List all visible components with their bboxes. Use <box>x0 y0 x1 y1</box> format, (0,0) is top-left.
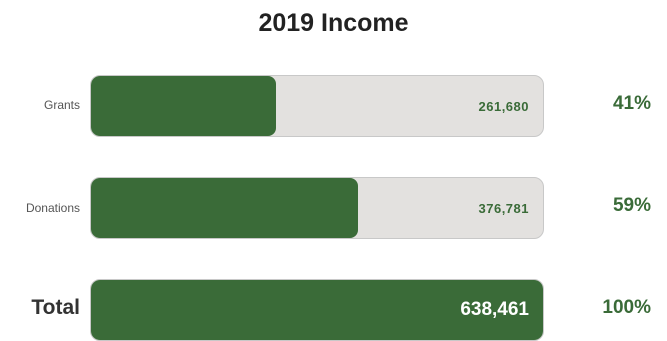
bar-label-grants: Grants <box>43 98 80 112</box>
bar-label-donations: Donations <box>25 201 80 215</box>
bar-track-total: 638,461 <box>90 279 544 341</box>
bar-fill-grants <box>91 76 277 136</box>
bar-value-donations: 376,781 <box>478 200 529 216</box>
total-label: Total <box>31 296 80 319</box>
bar-percent-grants: 41% <box>612 93 651 114</box>
bar-track-donations: 376,781 <box>90 177 544 239</box>
bar-value-total: 638,461 <box>460 299 529 320</box>
bar-fill-total <box>91 280 543 340</box>
bar-track-grants: 261,680 <box>90 75 544 137</box>
bar-value-grants: 261,680 <box>478 98 529 114</box>
bar-fill-donations <box>91 178 358 238</box>
chart-title: 2019 Income <box>258 9 409 37</box>
bar-percent-total: 100% <box>602 297 651 318</box>
bar-percent-donations: 59% <box>612 195 651 216</box>
